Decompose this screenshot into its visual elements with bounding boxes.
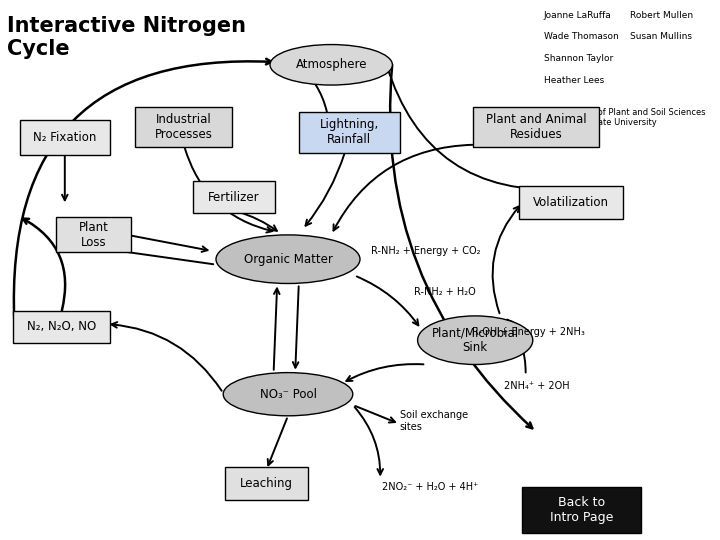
Text: Shannon Taylor: Shannon Taylor (544, 54, 613, 63)
Ellipse shape (270, 45, 392, 85)
FancyBboxPatch shape (56, 217, 132, 252)
Text: R-OH + Energy + 2NH₃: R-OH + Energy + 2NH₃ (472, 327, 585, 337)
Text: Lightning,
Rainfall: Lightning, Rainfall (320, 118, 379, 146)
Text: Susan Mullins: Susan Mullins (630, 32, 692, 42)
Text: 2NH₄⁺ + 2OH: 2NH₄⁺ + 2OH (504, 381, 570, 391)
Text: Joanne LaRuffa: Joanne LaRuffa (544, 11, 611, 20)
FancyBboxPatch shape (474, 106, 599, 147)
Text: Wade Thomason: Wade Thomason (544, 32, 618, 42)
Text: NO₃⁻ Pool: NO₃⁻ Pool (259, 388, 317, 401)
Text: Heather Lees: Heather Lees (544, 76, 604, 85)
Ellipse shape (223, 373, 353, 416)
Text: Leaching: Leaching (240, 477, 293, 490)
Text: R-NH₂ + H₂O: R-NH₂ + H₂O (414, 287, 476, 296)
Text: Soil exchange
sites: Soil exchange sites (400, 410, 468, 432)
FancyBboxPatch shape (193, 181, 275, 213)
Ellipse shape (216, 235, 360, 284)
Text: Fertilizer: Fertilizer (208, 191, 260, 204)
FancyBboxPatch shape (299, 112, 400, 152)
Text: Plant and Animal
Residues: Plant and Animal Residues (486, 113, 587, 141)
Text: Department of Plant and Soil Sciences
Oklahoma State University: Department of Plant and Soil Sciences Ok… (544, 108, 705, 127)
Text: 2NO₂⁻ + H₂O + 4H⁺: 2NO₂⁻ + H₂O + 4H⁺ (382, 482, 478, 492)
FancyBboxPatch shape (523, 487, 642, 534)
FancyBboxPatch shape (518, 186, 624, 219)
Text: Interactive Nitrogen
Cycle: Interactive Nitrogen Cycle (7, 16, 246, 59)
Text: N₂ Fixation: N₂ Fixation (33, 131, 96, 144)
FancyBboxPatch shape (13, 310, 110, 343)
FancyBboxPatch shape (135, 106, 232, 147)
Ellipse shape (418, 316, 533, 364)
Text: Volatilization: Volatilization (533, 196, 609, 209)
Text: Industrial
Processes: Industrial Processes (155, 113, 212, 141)
Text: Atmosphere: Atmosphere (295, 58, 367, 71)
Text: Plant
Loss: Plant Loss (78, 221, 109, 249)
Text: Back to
Intro Page: Back to Intro Page (550, 496, 613, 524)
Text: Organic Matter: Organic Matter (243, 253, 333, 266)
FancyBboxPatch shape (225, 467, 308, 500)
Text: Robert Mullen: Robert Mullen (630, 11, 693, 20)
Text: N₂, N₂O, NO: N₂, N₂O, NO (27, 320, 96, 333)
Text: R-NH₂ + Energy + CO₂: R-NH₂ + Energy + CO₂ (371, 246, 480, 256)
FancyBboxPatch shape (19, 120, 109, 156)
Text: Plant/Microbial
Sink: Plant/Microbial Sink (431, 326, 519, 354)
